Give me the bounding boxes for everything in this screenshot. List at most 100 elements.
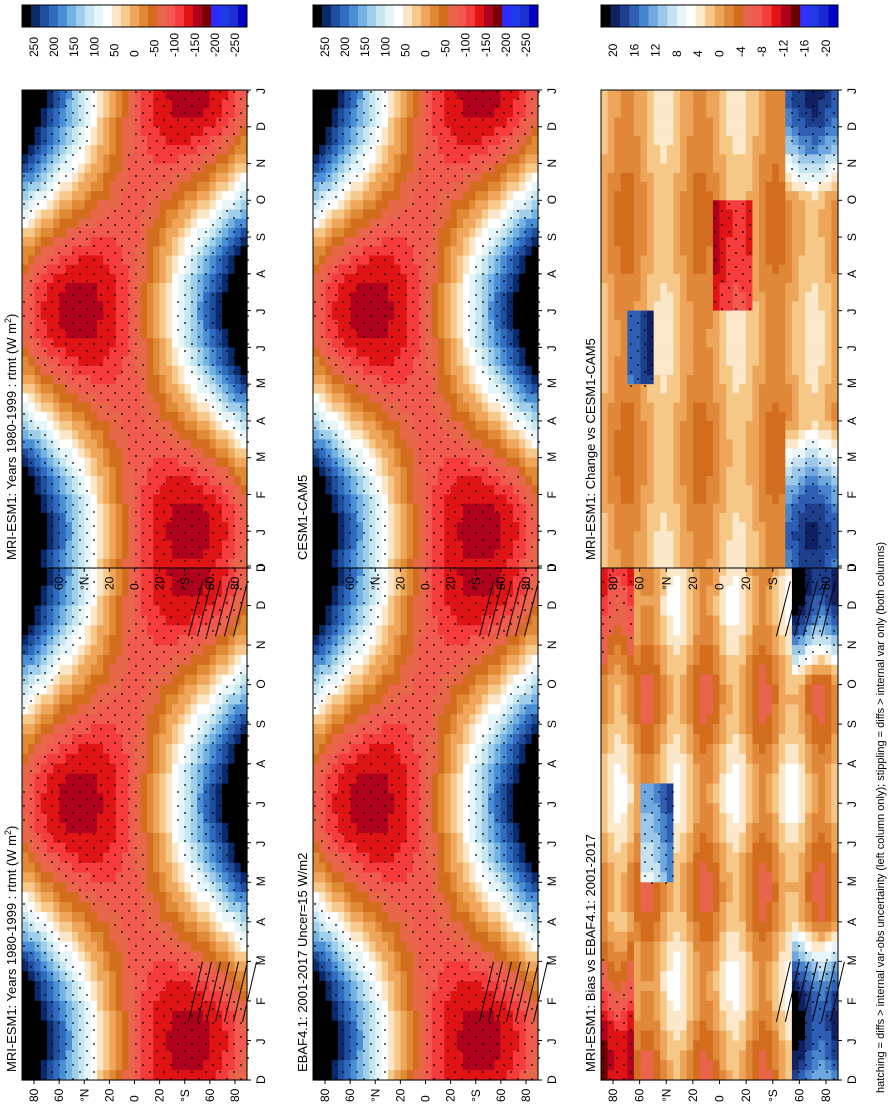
heatmap-cell [363, 605, 370, 617]
heatmap-cell [190, 1020, 198, 1032]
heatmap-cell [375, 1030, 383, 1042]
heatmap-cell [369, 615, 377, 626]
heatmap-cell [444, 575, 452, 587]
heatmap-cell [22, 931, 29, 943]
heatmap-cell [488, 783, 495, 794]
heatmap-cell [394, 625, 402, 636]
stipple-dot [356, 791, 358, 793]
stipple-dot [72, 868, 74, 870]
heatmap-cell [228, 664, 236, 676]
heatmap-cell [172, 704, 179, 715]
stipple-dot [58, 742, 60, 744]
heatmap-cell [400, 813, 408, 824]
heatmap-cell [506, 645, 514, 656]
heatmap-cell [172, 921, 179, 933]
heatmap-cell [90, 684, 98, 696]
heatmap-cell [90, 605, 98, 617]
heatmap-cell [344, 803, 352, 814]
stipple-dot [86, 588, 88, 590]
stipple-dot [226, 714, 228, 716]
heatmap-cell [147, 734, 154, 745]
stipple-dot [356, 819, 358, 821]
heatmap-cell [28, 1010, 36, 1022]
heatmap-cell [519, 961, 527, 972]
stipple-dot [335, 994, 337, 996]
heatmap-cell [456, 595, 464, 607]
heatmap-cell [450, 734, 458, 745]
heatmap-cell [419, 1000, 427, 1012]
heatmap-cell [165, 931, 173, 943]
stipple-dot [314, 665, 316, 667]
stipple-dot [356, 609, 358, 611]
heatmap-cell [147, 902, 154, 913]
heatmap-cell [240, 823, 248, 834]
heatmap-cell [84, 981, 92, 992]
heatmap-cell [159, 951, 167, 962]
stipple-dot [114, 686, 116, 688]
heatmap-cell [488, 921, 495, 933]
heatmap-cell [222, 823, 229, 834]
heatmap-cell [469, 921, 477, 933]
heatmap-cell [28, 635, 36, 646]
heatmap-cell [90, 803, 98, 814]
heatmap-cell [53, 971, 61, 982]
month-tick-label: S [254, 720, 268, 728]
stipple-dot [328, 777, 330, 779]
heatmap-cell [394, 981, 402, 992]
heatmap-cell [313, 1000, 320, 1012]
heatmap-cell [481, 803, 489, 814]
heatmap-cell [338, 734, 345, 745]
heatmap-cell [438, 921, 445, 933]
stipple-dot [240, 938, 242, 940]
heatmap-cell [425, 615, 433, 626]
heatmap-cell [494, 813, 502, 824]
heatmap-cell [450, 654, 458, 666]
stipple-dot [149, 1057, 151, 1059]
heatmap-cell [28, 743, 36, 755]
heatmap-cell [209, 872, 217, 883]
heatmap-cell [22, 625, 29, 636]
heatmap-cell [525, 773, 533, 785]
stipple-dot [149, 1071, 151, 1073]
stipple-dot [247, 707, 249, 709]
heatmap-cell [469, 981, 477, 992]
heatmap-cell [84, 684, 92, 696]
heatmap-cell [388, 961, 395, 972]
heatmap-cell [375, 902, 383, 913]
heatmap-cell [438, 664, 445, 676]
heatmap-cell [331, 961, 339, 972]
heatmap-cell [350, 664, 358, 676]
heatmap-cell [128, 931, 136, 943]
stipple-dot [205, 763, 207, 765]
heatmap-cell [47, 961, 54, 972]
stipple-dot [23, 791, 25, 793]
heatmap-cell [203, 1030, 211, 1042]
lat-tick-label: 20 [102, 1088, 116, 1102]
heatmap-cell [190, 813, 198, 824]
stipple-dot [247, 805, 249, 807]
stipple-dot [23, 665, 25, 667]
heatmap-cell [381, 724, 389, 735]
stipple-dot [247, 847, 249, 849]
heatmap-cell [53, 595, 61, 607]
heatmap-cell [388, 1040, 395, 1051]
heatmap-cell [172, 793, 179, 804]
heatmap-cell [197, 783, 204, 794]
heatmap-cell [22, 575, 29, 587]
heatmap-cell [234, 941, 242, 953]
stipple-dot [23, 945, 25, 947]
heatmap-cell [140, 911, 148, 923]
heatmap-cell [28, 645, 36, 656]
heatmap-cell [350, 635, 358, 646]
heatmap-cell [65, 1010, 73, 1022]
heatmap-cell [47, 842, 54, 854]
heatmap-cell [240, 902, 248, 913]
stipple-dot [314, 1043, 316, 1045]
heatmap-cell [388, 783, 395, 794]
stipple-dot [314, 693, 316, 695]
heatmap-cell [234, 625, 242, 636]
heatmap-cell [128, 1050, 136, 1061]
stipple-dot [170, 1022, 172, 1024]
stipple-dot [44, 616, 46, 618]
heatmap-cell [444, 566, 452, 577]
